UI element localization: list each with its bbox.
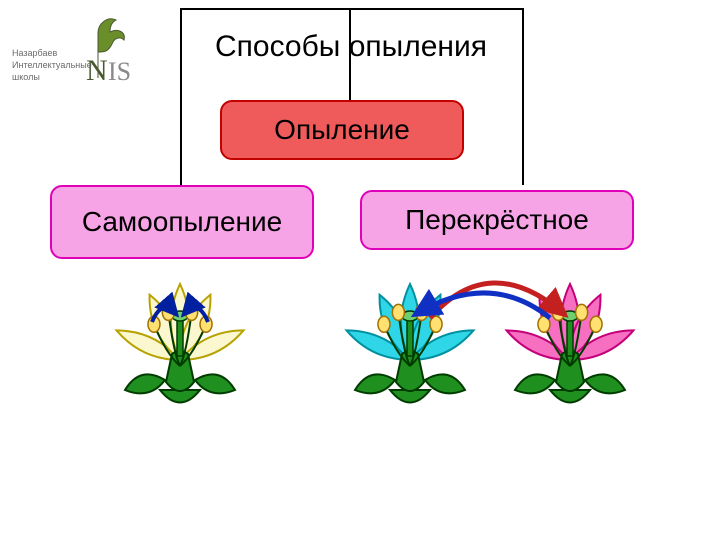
logo-line1: Назарбаев [12,48,58,58]
logo-line3: школы [12,72,40,82]
svg-text:N: N [86,54,108,87]
left-node-label: Самоопыление [82,207,282,236]
right-node-label: Перекрёстное [405,205,589,234]
slide: N IS Назарбаев Интеллектуальные школы Сп… [0,0,720,540]
cross-pollination-flower-a [347,284,474,403]
self-pollination-flower [117,284,244,403]
nis-logo: N IS Назарбаев Интеллектуальные школы [8,8,148,98]
right-node: Перекрёстное [360,190,634,250]
left-node: Самоопыление [50,185,314,259]
cross-pollination-flower-b [507,284,634,403]
cross-arrow-1 [430,283,564,318]
svg-text:IS: IS [108,57,131,86]
root-node: Опыление [220,100,464,160]
cross-arrow-2 [416,293,550,318]
root-node-label: Опыление [274,115,410,144]
logo-line2: Интеллектуальные [12,60,92,70]
slide-title: Способы опыления [215,30,487,64]
logo-graphic: N IS [86,19,131,87]
